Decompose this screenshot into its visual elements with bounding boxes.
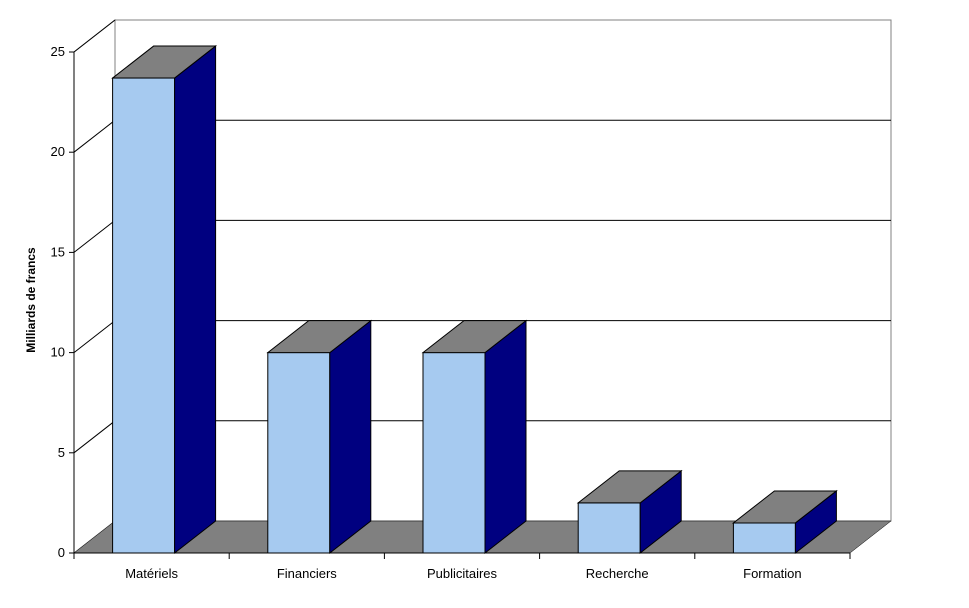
y-axis-label: Milliards de francs (24, 247, 38, 353)
bar-top (576, 470, 683, 504)
x-tick-labels: Matériels Financiers Publicitaires Recherch… (73, 553, 851, 581)
y-tick-label: 0 (58, 545, 65, 560)
bar (111, 45, 218, 555)
bar-side (484, 319, 527, 555)
bar-side (329, 319, 372, 555)
bar-front (422, 352, 486, 554)
side-wall (73, 18, 116, 555)
bar-top (421, 320, 528, 354)
bar-front (577, 502, 641, 554)
axes (73, 52, 850, 554)
y-tick-label: 10 (51, 345, 65, 360)
bar-top (731, 490, 838, 524)
bar-front (112, 77, 176, 554)
gridline-side (73, 19, 116, 53)
gridline-side (73, 320, 116, 353)
x-tick-label: Publicitaires (427, 566, 498, 581)
bar (421, 319, 528, 555)
gridline-side (73, 220, 116, 253)
y-tick-label: 15 (51, 244, 65, 259)
bar (576, 469, 683, 555)
gridline-side (73, 119, 116, 153)
bar-front (267, 352, 331, 554)
y-tick-labels: 0 5 10 15 20 25 (51, 44, 74, 560)
x-tick-label: Financiers (277, 566, 337, 581)
bar-side (174, 45, 217, 555)
x-tick-label: Recherche (586, 566, 649, 581)
y-tick-label: 25 (51, 44, 65, 59)
y-tick-label: 5 (58, 445, 65, 460)
bar (731, 489, 838, 555)
gridline-side (73, 420, 116, 454)
bar-front (732, 522, 796, 554)
x-tick-label: Matériels (125, 566, 178, 581)
y-tick-label: 20 (51, 144, 65, 159)
bar-top (266, 320, 373, 354)
x-tick-label: Formation (743, 566, 802, 581)
bar (266, 319, 373, 555)
bar-top (111, 45, 218, 79)
